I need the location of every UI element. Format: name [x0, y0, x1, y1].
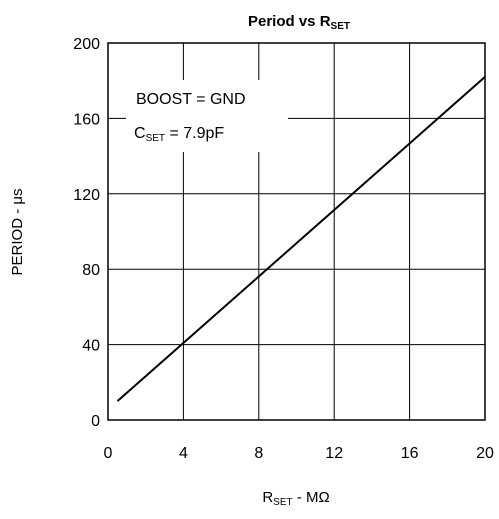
chart-title: Period vs RSET — [248, 13, 350, 32]
y-tick-label: 200 — [73, 36, 100, 53]
x-axis-label: RSET - MΩ — [262, 489, 329, 508]
y-tick-label: 40 — [82, 338, 100, 355]
y-tick-label: 0 — [91, 413, 100, 430]
y-axis-label: PERIOD - μs — [9, 189, 26, 276]
annotation-box — [126, 80, 288, 152]
x-tick-label: 12 — [325, 445, 343, 462]
annotation-cset: CSET = 7.9pF — [134, 125, 224, 144]
x-tick-labels: 0 4 8 12 16 20 — [104, 445, 494, 462]
series-line — [116, 76, 486, 402]
y-tick-labels: 0 40 80 120 160 200 — [73, 36, 100, 430]
x-tick-label: 20 — [476, 445, 494, 462]
x-tick-label: 0 — [104, 445, 113, 462]
x-tick-label: 4 — [179, 445, 188, 462]
plot-area: BOOST = GND CSET = 7.9pF — [107, 42, 486, 421]
y-tick-label: 160 — [73, 111, 100, 128]
y-tick-label: 120 — [73, 187, 100, 204]
series-group — [116, 76, 486, 402]
x-tick-label: 8 — [254, 445, 263, 462]
plot-frame — [107, 42, 486, 421]
y-tick-label: 80 — [82, 262, 100, 279]
x-tick-label: 16 — [401, 445, 419, 462]
annotation-boost: BOOST = GND — [136, 91, 246, 108]
